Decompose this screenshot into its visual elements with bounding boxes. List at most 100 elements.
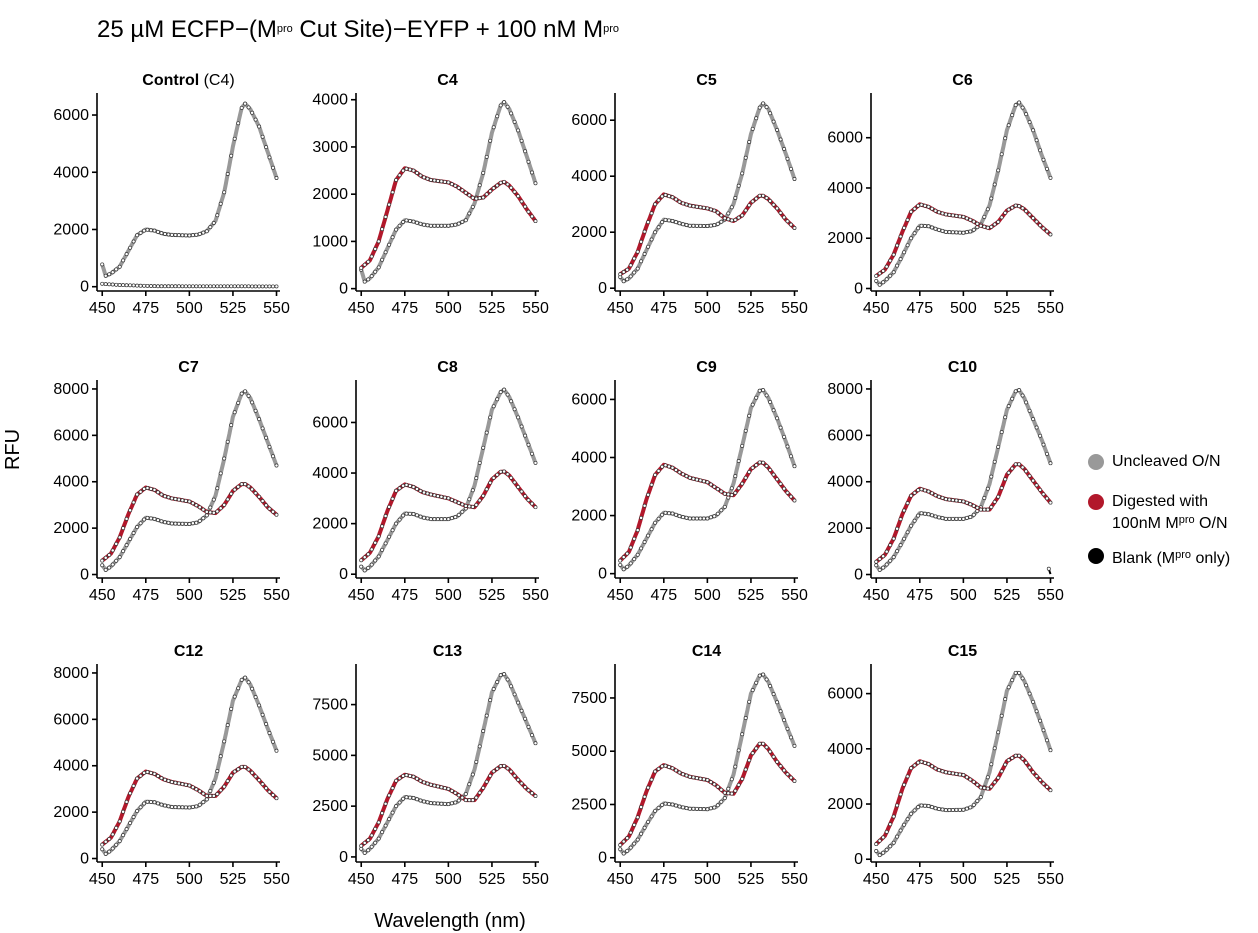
data-point-uncleaved xyxy=(128,821,133,825)
data-point-uncleaved xyxy=(239,105,244,110)
data-point-digested xyxy=(1048,788,1053,793)
data-point-blank xyxy=(166,284,171,289)
data-point-uncleaved xyxy=(232,136,237,141)
data-point-uncleaved xyxy=(194,804,199,809)
data-point-digested xyxy=(782,486,787,491)
data-point-digested xyxy=(628,830,633,835)
data-point-uncleaved xyxy=(642,825,647,830)
data-point-uncleaved xyxy=(183,805,188,810)
data-point-digested xyxy=(789,775,793,780)
data-point-digested xyxy=(530,791,534,796)
data-point-digested xyxy=(121,809,126,814)
data-point-digested xyxy=(467,504,472,509)
data-point-digested xyxy=(481,493,486,498)
data-point-digested xyxy=(502,763,507,768)
data-point-uncleaved xyxy=(681,515,685,520)
data-point-uncleaved xyxy=(937,227,941,232)
data-point-uncleaved xyxy=(625,277,630,282)
data-point-digested xyxy=(996,219,1001,224)
data-point-uncleaved xyxy=(1013,103,1018,108)
panel-c4: C4 0 1000 2000 3000 4000 450 475 500 525 550 xyxy=(312,72,549,317)
panel-title: C6 xyxy=(952,72,973,89)
data-point-uncleaved xyxy=(1027,408,1032,413)
data-point-digested xyxy=(618,843,623,847)
y-tick-label: 6000 xyxy=(53,711,89,728)
data-point-uncleaved xyxy=(1017,388,1022,393)
series-line-digested xyxy=(874,462,1052,564)
data-point-blank xyxy=(222,284,227,289)
data-point-digested xyxy=(183,498,188,503)
data-point-uncleaved xyxy=(180,805,185,810)
data-point-digested xyxy=(687,475,692,480)
data-point-uncleaved xyxy=(618,562,623,567)
data-point-digested xyxy=(653,769,658,774)
data-point-uncleaved xyxy=(267,444,272,449)
data-point-uncleaved xyxy=(792,464,797,469)
data-point-digested xyxy=(408,773,412,778)
data-point-uncleaved xyxy=(670,802,675,807)
data-point-digested xyxy=(677,199,682,204)
data-point-uncleaved xyxy=(1020,393,1025,398)
x-tick-label: 475 xyxy=(906,587,933,604)
data-point-uncleaved xyxy=(201,230,206,235)
data-point-digested xyxy=(771,472,776,477)
data-point-uncleaved xyxy=(999,430,1004,435)
data-point-digested xyxy=(1038,487,1043,492)
data-point-digested xyxy=(519,199,524,204)
data-point-uncleaved xyxy=(243,101,248,106)
data-point-uncleaved xyxy=(236,121,241,126)
data-point-uncleaved xyxy=(512,407,517,412)
panel-c13: C13 0 2500 5000 7500 450 475 500 525 550 xyxy=(312,643,549,888)
data-point-uncleaved xyxy=(1027,120,1032,125)
data-point-uncleaved xyxy=(635,552,640,557)
data-point-uncleaved xyxy=(236,686,241,691)
data-point-uncleaved xyxy=(201,516,206,521)
data-point-digested xyxy=(467,798,472,803)
x-tick-label: 450 xyxy=(863,300,890,317)
data-point-uncleaved xyxy=(1031,699,1036,704)
data-point-digested xyxy=(267,506,272,511)
data-point-uncleaved xyxy=(996,730,1001,735)
data-point-uncleaved xyxy=(677,514,682,519)
x-tick-label: 550 xyxy=(263,871,290,888)
data-point-blank xyxy=(152,284,157,289)
data-point-digested xyxy=(194,787,199,792)
data-point-digested xyxy=(474,795,479,800)
data-point-uncleaved xyxy=(474,759,479,764)
x-tick-label: 450 xyxy=(89,871,116,888)
data-point-blank xyxy=(138,283,143,288)
data-point-uncleaved xyxy=(149,516,153,521)
data-point-digested xyxy=(159,492,164,497)
data-point-uncleaved xyxy=(667,511,671,516)
data-point-digested xyxy=(705,206,710,211)
series-line-uncleaved xyxy=(874,388,1053,572)
data-point-digested xyxy=(667,765,671,769)
data-point-digested xyxy=(898,517,903,522)
data-point-digested xyxy=(694,477,699,482)
data-point-uncleaved xyxy=(957,807,962,812)
panel-title: C7 xyxy=(178,359,199,376)
x-tick-label: 450 xyxy=(348,300,375,317)
data-point-uncleaved xyxy=(919,511,924,516)
data-point-digested xyxy=(418,489,423,493)
x-tick-label: 450 xyxy=(89,300,116,317)
data-point-uncleaved xyxy=(982,496,987,500)
data-point-uncleaved xyxy=(456,221,461,226)
y-tick-label: 0 xyxy=(339,566,348,583)
panel-c10: C10 0 2000 4000 6000 8000 450 475 500 525 550 xyxy=(827,359,1064,604)
data-point-uncleaved xyxy=(1017,670,1022,675)
data-point-uncleaved xyxy=(961,230,966,235)
data-point-uncleaved xyxy=(519,138,524,143)
data-point-uncleaved xyxy=(653,230,658,235)
data-point-uncleaved xyxy=(435,801,440,806)
panel-title: Control (C4) xyxy=(142,72,234,89)
data-point-digested xyxy=(902,782,907,787)
data-point-digested xyxy=(982,224,987,229)
data-point-uncleaved xyxy=(257,417,262,422)
data-point-digested xyxy=(397,173,402,178)
data-point-digested xyxy=(425,176,430,181)
data-point-digested xyxy=(642,503,647,508)
data-point-digested xyxy=(677,770,682,775)
data-point-uncleaved xyxy=(874,278,879,283)
data-point-digested xyxy=(1041,781,1046,786)
